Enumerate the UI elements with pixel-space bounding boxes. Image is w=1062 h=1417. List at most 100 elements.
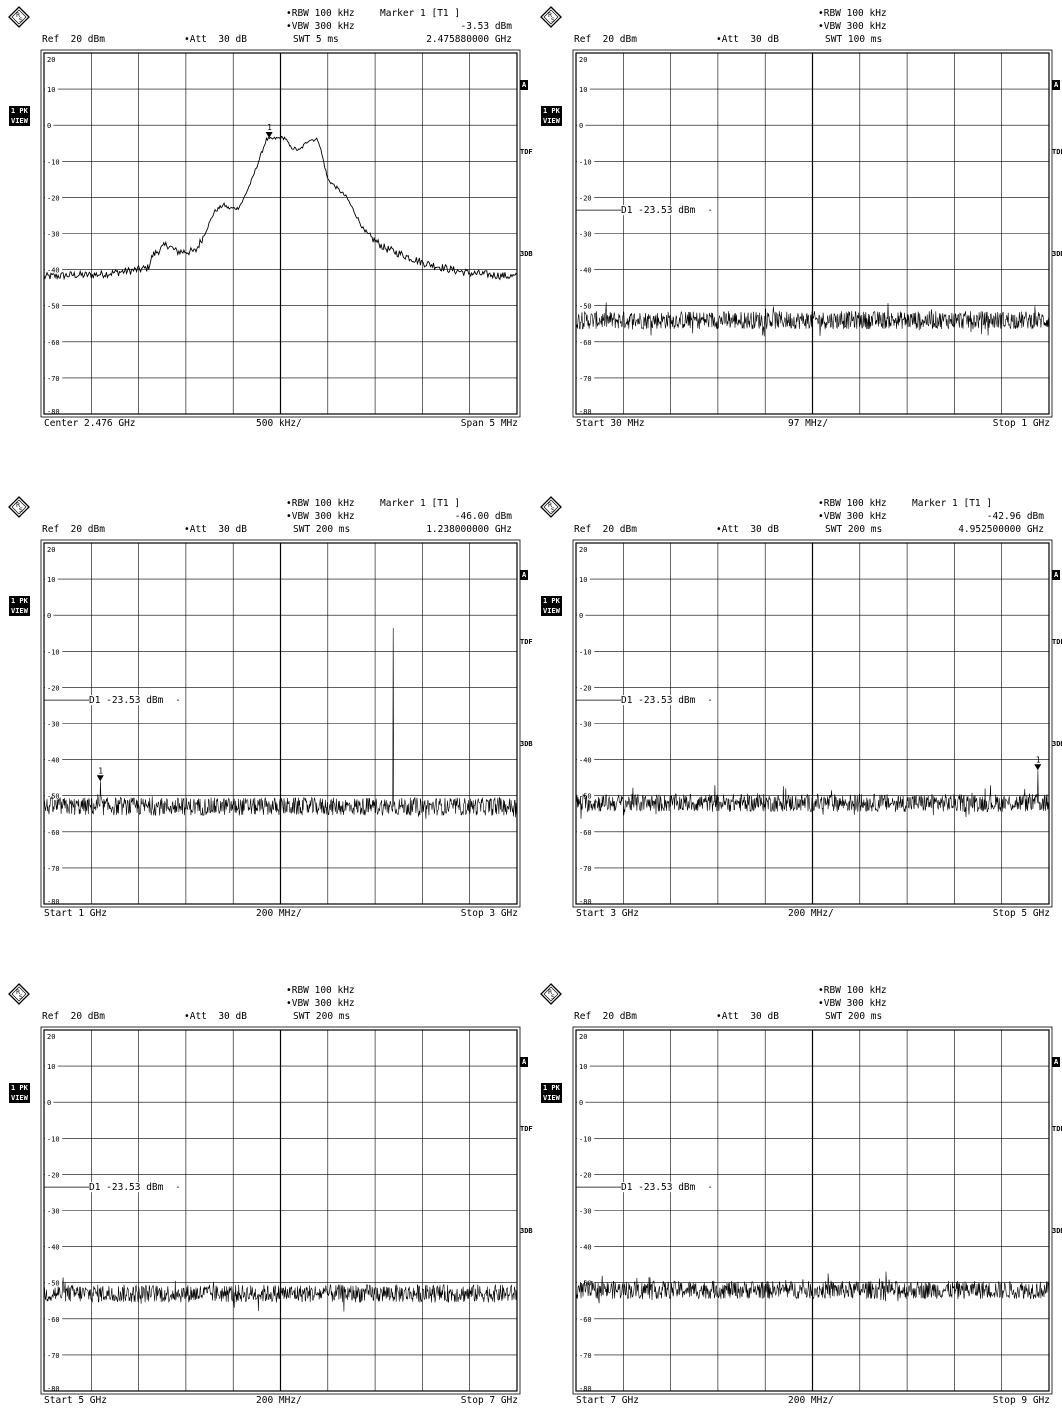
svg-text:R: R xyxy=(548,502,552,509)
y-tick-bg xyxy=(45,827,63,836)
y-tick-bg xyxy=(577,337,595,346)
y-tick-bg xyxy=(45,683,63,692)
ref-level: Ref 20 dBm xyxy=(574,524,637,535)
y-tick-label: -60 xyxy=(47,1316,60,1324)
vbw-setting: •VBW 300 kHz xyxy=(818,511,887,522)
view-label: VIEW xyxy=(541,1093,562,1103)
y-tick-bg xyxy=(577,1350,595,1359)
ref-level: Ref 20 dBm xyxy=(42,1011,105,1022)
y-tick-label: 10 xyxy=(47,1063,55,1071)
y-tick-label: -70 xyxy=(579,865,592,873)
span-per-division: 200 MHz/ xyxy=(788,1395,834,1406)
y-tick-label: -20 xyxy=(47,1171,60,1179)
trace-label: 1 PK xyxy=(541,596,562,606)
spectrum-plot: 20 10 0 -10 -20 -30 -40 -50 -60 -70 -80 D1 -23.53 d… xyxy=(572,539,1053,908)
y-tick-label: -50 xyxy=(47,793,60,801)
rohde-schwarz-logo-icon: RS xyxy=(540,496,562,518)
spectrum-plot: 20 10 0 -10 -20 -30 -40 -50 -60 -70 -80 D1 -23.53 d… xyxy=(40,1026,521,1395)
y-tick-label: -50 xyxy=(579,1280,592,1288)
y-tick-bg xyxy=(45,265,63,274)
rohde-schwarz-logo-icon: RS xyxy=(8,983,30,1005)
rbw-setting: •RBW 100 kHz xyxy=(818,498,887,509)
tdf-label: TDF xyxy=(520,638,533,646)
y-tick-label: -40 xyxy=(579,757,592,765)
rohde-schwarz-logo-icon: RS xyxy=(8,496,30,518)
display-a-label: A xyxy=(520,570,529,580)
y-tick-label: -50 xyxy=(579,303,592,311)
y-tick-bg xyxy=(577,85,590,94)
y-tick-bg xyxy=(577,827,595,836)
db3-label: 3DB xyxy=(520,740,533,748)
tdf-label: TDF xyxy=(520,148,533,156)
view-label: VIEW xyxy=(541,606,562,616)
y-tick-bg xyxy=(577,265,595,274)
stop-frequency: Stop 9 GHz xyxy=(992,1395,1050,1406)
marker-frequency: 4.952500000 GHz xyxy=(958,524,1044,535)
marker-1-label: 1 xyxy=(267,123,272,132)
y-tick-bg xyxy=(45,85,58,94)
display-a-label: A xyxy=(520,80,529,90)
y-tick-bg xyxy=(577,373,595,382)
y-tick-label: -60 xyxy=(47,829,60,837)
rbw-setting: •RBW 100 kHz xyxy=(818,985,887,996)
rbw-setting: •RBW 100 kHz xyxy=(818,8,887,19)
y-tick-label: 10 xyxy=(47,576,55,584)
y-tick-label: 0 xyxy=(579,612,583,620)
marker-1-label: 1 xyxy=(1036,755,1041,764)
trace-1 xyxy=(575,1271,1050,1304)
svg-text:S: S xyxy=(551,994,555,1001)
spectrum-panel-1: R S •RBW 100 kHz •VBW 300 kHz SWT 5 ms Ref 20… xyxy=(0,0,533,440)
y-tick-bg xyxy=(45,647,63,656)
y-tick-label: -30 xyxy=(579,231,592,239)
attenuation: •Att 30 dB xyxy=(184,524,247,535)
y-tick-bg xyxy=(45,1206,63,1215)
y-tick-bg xyxy=(45,121,54,130)
svg-text:S: S xyxy=(19,994,23,1001)
marker-title: Marker 1 [T1 ] xyxy=(380,8,461,19)
db3-label: 3DB xyxy=(1052,250,1062,258)
y-tick-label: -20 xyxy=(579,194,592,202)
y-tick-label: -30 xyxy=(579,721,592,729)
y-tick-label: -40 xyxy=(47,1244,60,1252)
display-a-label: A xyxy=(520,1057,529,1067)
marker-1-triangle xyxy=(96,775,104,782)
start-frequency: Start 30 MHz xyxy=(576,418,645,429)
svg-text:R: R xyxy=(16,502,20,509)
db3-label: 3DB xyxy=(520,250,533,258)
y-tick-label: -50 xyxy=(47,303,60,311)
attenuation: •Att 30 dB xyxy=(716,524,779,535)
vbw-setting: •VBW 300 kHz xyxy=(818,998,887,1009)
sweep-time: SWT 200 ms xyxy=(293,1011,351,1022)
y-tick-bg xyxy=(45,1242,63,1251)
attenuation: •Att 30 dB xyxy=(716,34,779,45)
y-tick-label: -60 xyxy=(579,339,592,347)
y-tick-bg xyxy=(577,193,595,202)
marker-frequency: 1.238000000 GHz xyxy=(426,524,512,535)
trace-label: 1 PK xyxy=(541,1083,562,1093)
y-tick-label: -30 xyxy=(47,231,60,239)
y-tick-label: 0 xyxy=(47,612,51,620)
y-tick-bg xyxy=(577,863,595,872)
y-tick-bg xyxy=(577,791,595,800)
spectrum-plot: 20 10 0 -10 -20 -30 -40 -50 -60 -70 -80 D1 -23.53 d… xyxy=(572,1026,1053,1395)
y-tick-bg xyxy=(45,1098,54,1107)
db3-label: 3DB xyxy=(1052,1227,1062,1235)
y-tick-label: -20 xyxy=(47,194,60,202)
y-tick-bg xyxy=(577,157,595,166)
spectrum-plot: 20 10 0 -10 -20 -30 -40 -50 -60 -70 -80 D1 -23.53 d… xyxy=(40,539,521,908)
marker-1-triangle xyxy=(265,131,273,138)
svg-text:R: R xyxy=(548,12,552,19)
y-tick-bg xyxy=(577,611,586,620)
tdf-label: TDF xyxy=(1052,148,1062,156)
y-tick-label: -40 xyxy=(579,267,592,275)
y-tick-bg xyxy=(577,1134,595,1143)
trace-1 xyxy=(575,302,1050,337)
y-tick-label: -70 xyxy=(579,375,592,383)
sweep-time: SWT 200 ms xyxy=(293,524,351,535)
ref-level: Ref 20 dBm xyxy=(574,34,637,45)
y-tick-bg xyxy=(45,611,54,620)
spectrum-plot: 20 10 0 -10 -20 -30 -40 -50 -60 -70 -80 D1 -23.53 d… xyxy=(572,49,1053,418)
y-tick-bg xyxy=(45,301,63,310)
y-tick-label: 10 xyxy=(579,86,587,94)
marker-1-label: 1 xyxy=(98,766,103,775)
